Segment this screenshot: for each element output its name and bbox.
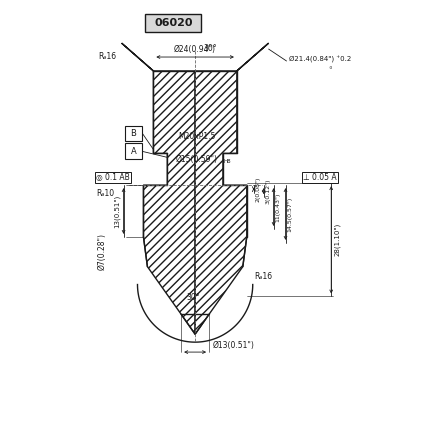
Text: Ø24(0.94"): Ø24(0.94") [174, 45, 216, 54]
Text: ◎ 0.1 AB: ◎ 0.1 AB [96, 173, 130, 182]
Text: A: A [130, 147, 136, 156]
Text: 13(0.51"): 13(0.51") [114, 194, 121, 228]
Text: 2(0.08"): 2(0.08") [256, 176, 261, 202]
Text: Rₔ16: Rₔ16 [255, 272, 273, 281]
FancyBboxPatch shape [125, 125, 142, 142]
Text: 06020: 06020 [154, 18, 193, 28]
Text: 11(0.43"): 11(0.43") [275, 193, 281, 222]
FancyBboxPatch shape [145, 14, 201, 32]
Text: Ø15(0.59"): Ø15(0.59") [176, 156, 218, 164]
Text: Ø21.4(0.84") ⁺0.2
                  ₀: Ø21.4(0.84") ⁺0.2 ₀ [289, 56, 352, 70]
Text: Rₔ10: Rₔ10 [96, 189, 114, 198]
Text: Ø13(0.51"): Ø13(0.51") [213, 341, 255, 350]
Text: 30°: 30° [186, 293, 200, 303]
Text: 14.5(0.57"): 14.5(0.57") [287, 196, 292, 232]
Text: 3(0.12"): 3(0.12") [266, 178, 271, 204]
Text: 30°: 30° [203, 44, 217, 53]
Text: Rₔ16: Rₔ16 [99, 51, 117, 60]
Text: Ø7(0.28"): Ø7(0.28") [97, 233, 106, 270]
Text: M20xP1.5: M20xP1.5 [178, 133, 216, 142]
Text: H8: H8 [224, 159, 232, 164]
FancyBboxPatch shape [125, 144, 142, 159]
Text: B: B [130, 129, 136, 138]
Text: 28(1.10"): 28(1.10") [334, 223, 341, 256]
Text: ⊥ 0.05 A: ⊥ 0.05 A [303, 173, 337, 182]
